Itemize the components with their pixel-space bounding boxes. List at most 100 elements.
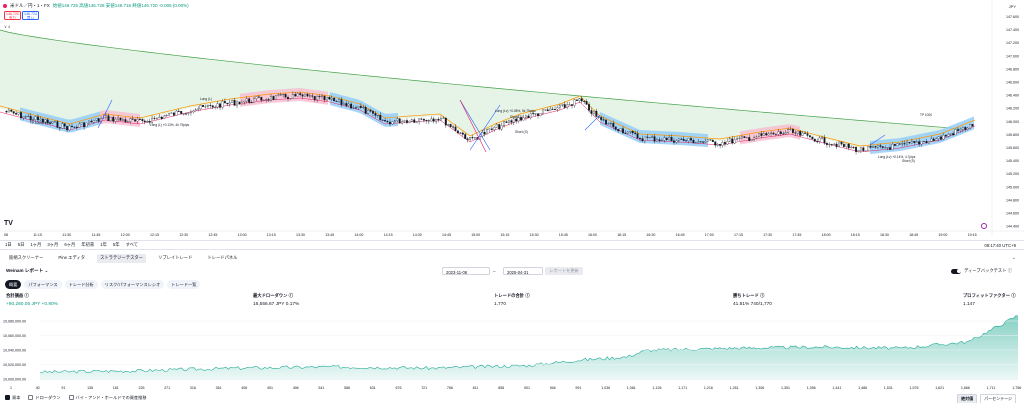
time-tick: 12:30	[179, 233, 188, 236]
equity-y-tick: 10,020,000.00	[3, 363, 26, 367]
subtab-3[interactable]: リスク/パフォーマンスレシオ	[100, 280, 165, 289]
time-tick: 17:45	[792, 233, 801, 236]
metric-value: 1.147	[963, 301, 976, 307]
equity-x-tick: 1,711	[987, 386, 996, 390]
time-tick: 13:30	[296, 233, 305, 236]
update-report-button[interactable]: レポートを更新	[545, 267, 583, 275]
timeframe-1[interactable]: 5日	[17, 242, 25, 247]
legend-checkbox-0[interactable]: 資本	[5, 395, 20, 401]
trade-annotation: TP 1000	[920, 113, 932, 117]
equity-x-tick: 271	[164, 386, 170, 390]
timeframe-bar: 1日 5日 1ヶ月 3ヶ月 6ヶ月 年初来 1年 5年 すべて 09:17:40 UTC+9	[0, 240, 1024, 250]
report-subtabs: 概要 パフォーマンス トレード分析 リスク/パフォーマンスレシオ トレード一覧	[5, 280, 201, 289]
metric-3: 勝ちトレード ⓘ 41.81% 740/1,770	[733, 293, 772, 307]
sell-label: 売り	[8, 16, 17, 20]
checkbox-icon[interactable]	[5, 395, 10, 400]
clock-readout[interactable]: 09:17:40 UTC+9	[984, 242, 1016, 248]
absolute-mode-button[interactable]: 絶対値	[957, 394, 978, 403]
summary-metrics: 合計損益 ⓘ +90,280.05 JPY +0.90% 最大ドローダウン ⓘ 16,…	[0, 293, 1024, 313]
panel-tab-4[interactable]: トレードパネル	[207, 255, 238, 260]
metric-label: トレードの合計 ⓘ	[494, 293, 530, 298]
metric-value: +90,280.05 JPY +0.90%	[6, 301, 58, 307]
time-tick: 14:00	[354, 233, 363, 236]
equity-x-tick: 1,036	[601, 386, 610, 390]
subtab-1[interactable]: パフォーマンス	[24, 280, 62, 289]
timeframe-2[interactable]: 1ヶ月	[30, 242, 42, 247]
strategy-report-title[interactable]: Weinam レポート ⌄	[6, 268, 49, 273]
time-tick: 19:15	[968, 233, 977, 236]
equity-x-tick: 406	[241, 386, 247, 390]
bottom-panel-tabs: 銘柄スクリーナー Pine エディタ ストラテジーテスター リプレイトレード トレードパ…	[0, 253, 1024, 263]
equity-x-tick: 1,351	[781, 386, 790, 390]
time-tick: 16:45	[676, 233, 685, 236]
sell-price: 146.720	[6, 12, 19, 16]
timeframe-8[interactable]: すべて	[125, 242, 139, 247]
panel-tab-3[interactable]: リプレイトレード	[158, 255, 193, 260]
subtab-0[interactable]: 概要	[5, 280, 22, 289]
price-tick: 147.200	[1006, 41, 1019, 45]
buy-button[interactable]: 146.724 買い	[22, 11, 39, 20]
time-tick: 18:00	[822, 233, 831, 236]
deep-backtest-switch[interactable]	[951, 268, 962, 274]
legend-checkbox-2[interactable]: バイ・アンド・ホールドでの資産推移	[68, 394, 147, 401]
symbol-title[interactable]: 米ドル／円・1・FX	[10, 3, 50, 8]
timeframe-0[interactable]: 1日	[5, 242, 12, 247]
equity-x-tick: 1,081	[627, 386, 636, 390]
subtab-4[interactable]: トレード一覧	[167, 280, 201, 289]
timeframe-4[interactable]: 6ヶ月	[64, 242, 76, 247]
price-tick: 147.600	[1006, 15, 1019, 19]
legend-checkbox-label: ドローダウン	[35, 394, 61, 400]
equity-x-tick: 901	[524, 386, 530, 390]
time-tick: 19:00	[938, 233, 947, 236]
deep-backtest-toggle[interactable]: ディープバックテスト ⓘ	[951, 268, 1012, 274]
price-tick: 144.400	[1006, 225, 1019, 229]
date-to-input[interactable]: 2025-04-31	[503, 267, 543, 275]
checkbox-icon[interactable]	[28, 395, 34, 400]
deep-backtest-label: ディープバックテスト ⓘ	[964, 268, 1012, 273]
equity-x-tick: 1,396	[807, 386, 816, 390]
metric-label: プロフィットファクター ⓘ	[963, 293, 1016, 298]
clock-icon[interactable]	[981, 223, 987, 229]
timeframe-7[interactable]: 5年	[112, 242, 120, 247]
equity-x-tick: 856	[498, 386, 504, 390]
equity-x-tick: 766	[447, 386, 453, 390]
panel-tab-0[interactable]: 銘柄スクリーナー	[9, 255, 44, 260]
subtab-2[interactable]: トレード分析	[64, 280, 98, 289]
legend-checkbox-1[interactable]: ドローダウン	[28, 394, 61, 401]
time-tick: 08	[4, 233, 8, 236]
sell-button[interactable]: 146.720 売り	[4, 11, 21, 20]
equity-y-tick: 10,000,000.00	[3, 378, 26, 382]
currency-label[interactable]: JPY	[1008, 4, 1016, 9]
checkbox-icon[interactable]	[68, 395, 74, 400]
equity-x-tick: 631	[370, 386, 376, 390]
timeframe-3[interactable]: 3ヶ月	[47, 242, 59, 247]
date-from-input[interactable]: 2023-11-06	[442, 267, 490, 275]
price-tick: 145.400	[1006, 159, 1019, 163]
timeframe-6[interactable]: 1年	[100, 242, 107, 247]
indicator-collapse-toggle[interactable]: ∨ 4	[4, 24, 11, 29]
trade-annotation: Long (L) +0.13%, 4k 79pips	[150, 123, 189, 127]
time-tick: 15:45	[559, 233, 568, 236]
time-tick: 11:45	[92, 233, 101, 236]
time-tick: 16:15	[617, 233, 626, 236]
chart-pane[interactable]: TP 1000 +7000 Long (L) +0.13%, 4k 79pips L…	[0, 0, 1024, 236]
collapse-panel-icon[interactable]: ⌄	[1011, 255, 1016, 261]
metric-1: 最大ドローダウン ⓘ 16,556.67 JPY 0.17%	[253, 293, 299, 307]
equity-x-tick: 721	[421, 386, 427, 390]
panel-tab-2[interactable]: ストラテジーテスター	[97, 253, 147, 263]
legend-checkbox-label: バイ・アンド・ホールドでの資産推移	[75, 394, 147, 400]
equity-legend-bar: 資本 ドローダウン バイ・アンド・ホールドでの資産推移 絶対値 パーセンテージ	[0, 392, 1024, 403]
metric-label: 合計損益 ⓘ	[6, 293, 29, 298]
price-chart[interactable]: TP 1000 +7000 Long (L) +0.13%, 4k 79pips L…	[0, 0, 1024, 236]
price-tick: 145.800	[1006, 133, 1019, 137]
percent-mode-button[interactable]: パーセンテージ	[980, 394, 1016, 403]
time-tick: 12:15	[150, 233, 159, 236]
equity-chart[interactable]: 10,080,000.00 10,060,000.00 10,040,000.00 1…	[0, 312, 1024, 392]
timeframe-5[interactable]: 年初来	[81, 242, 95, 247]
panel-tab-1[interactable]: Pine エディタ	[58, 255, 86, 260]
tradingview-logo[interactable]: TV	[4, 220, 13, 227]
buy-price: 146.724	[24, 12, 37, 16]
time-tick: 12:00	[121, 233, 130, 236]
price-tick: 145.200	[1006, 172, 1019, 176]
time-tick: 11:15	[33, 233, 42, 236]
